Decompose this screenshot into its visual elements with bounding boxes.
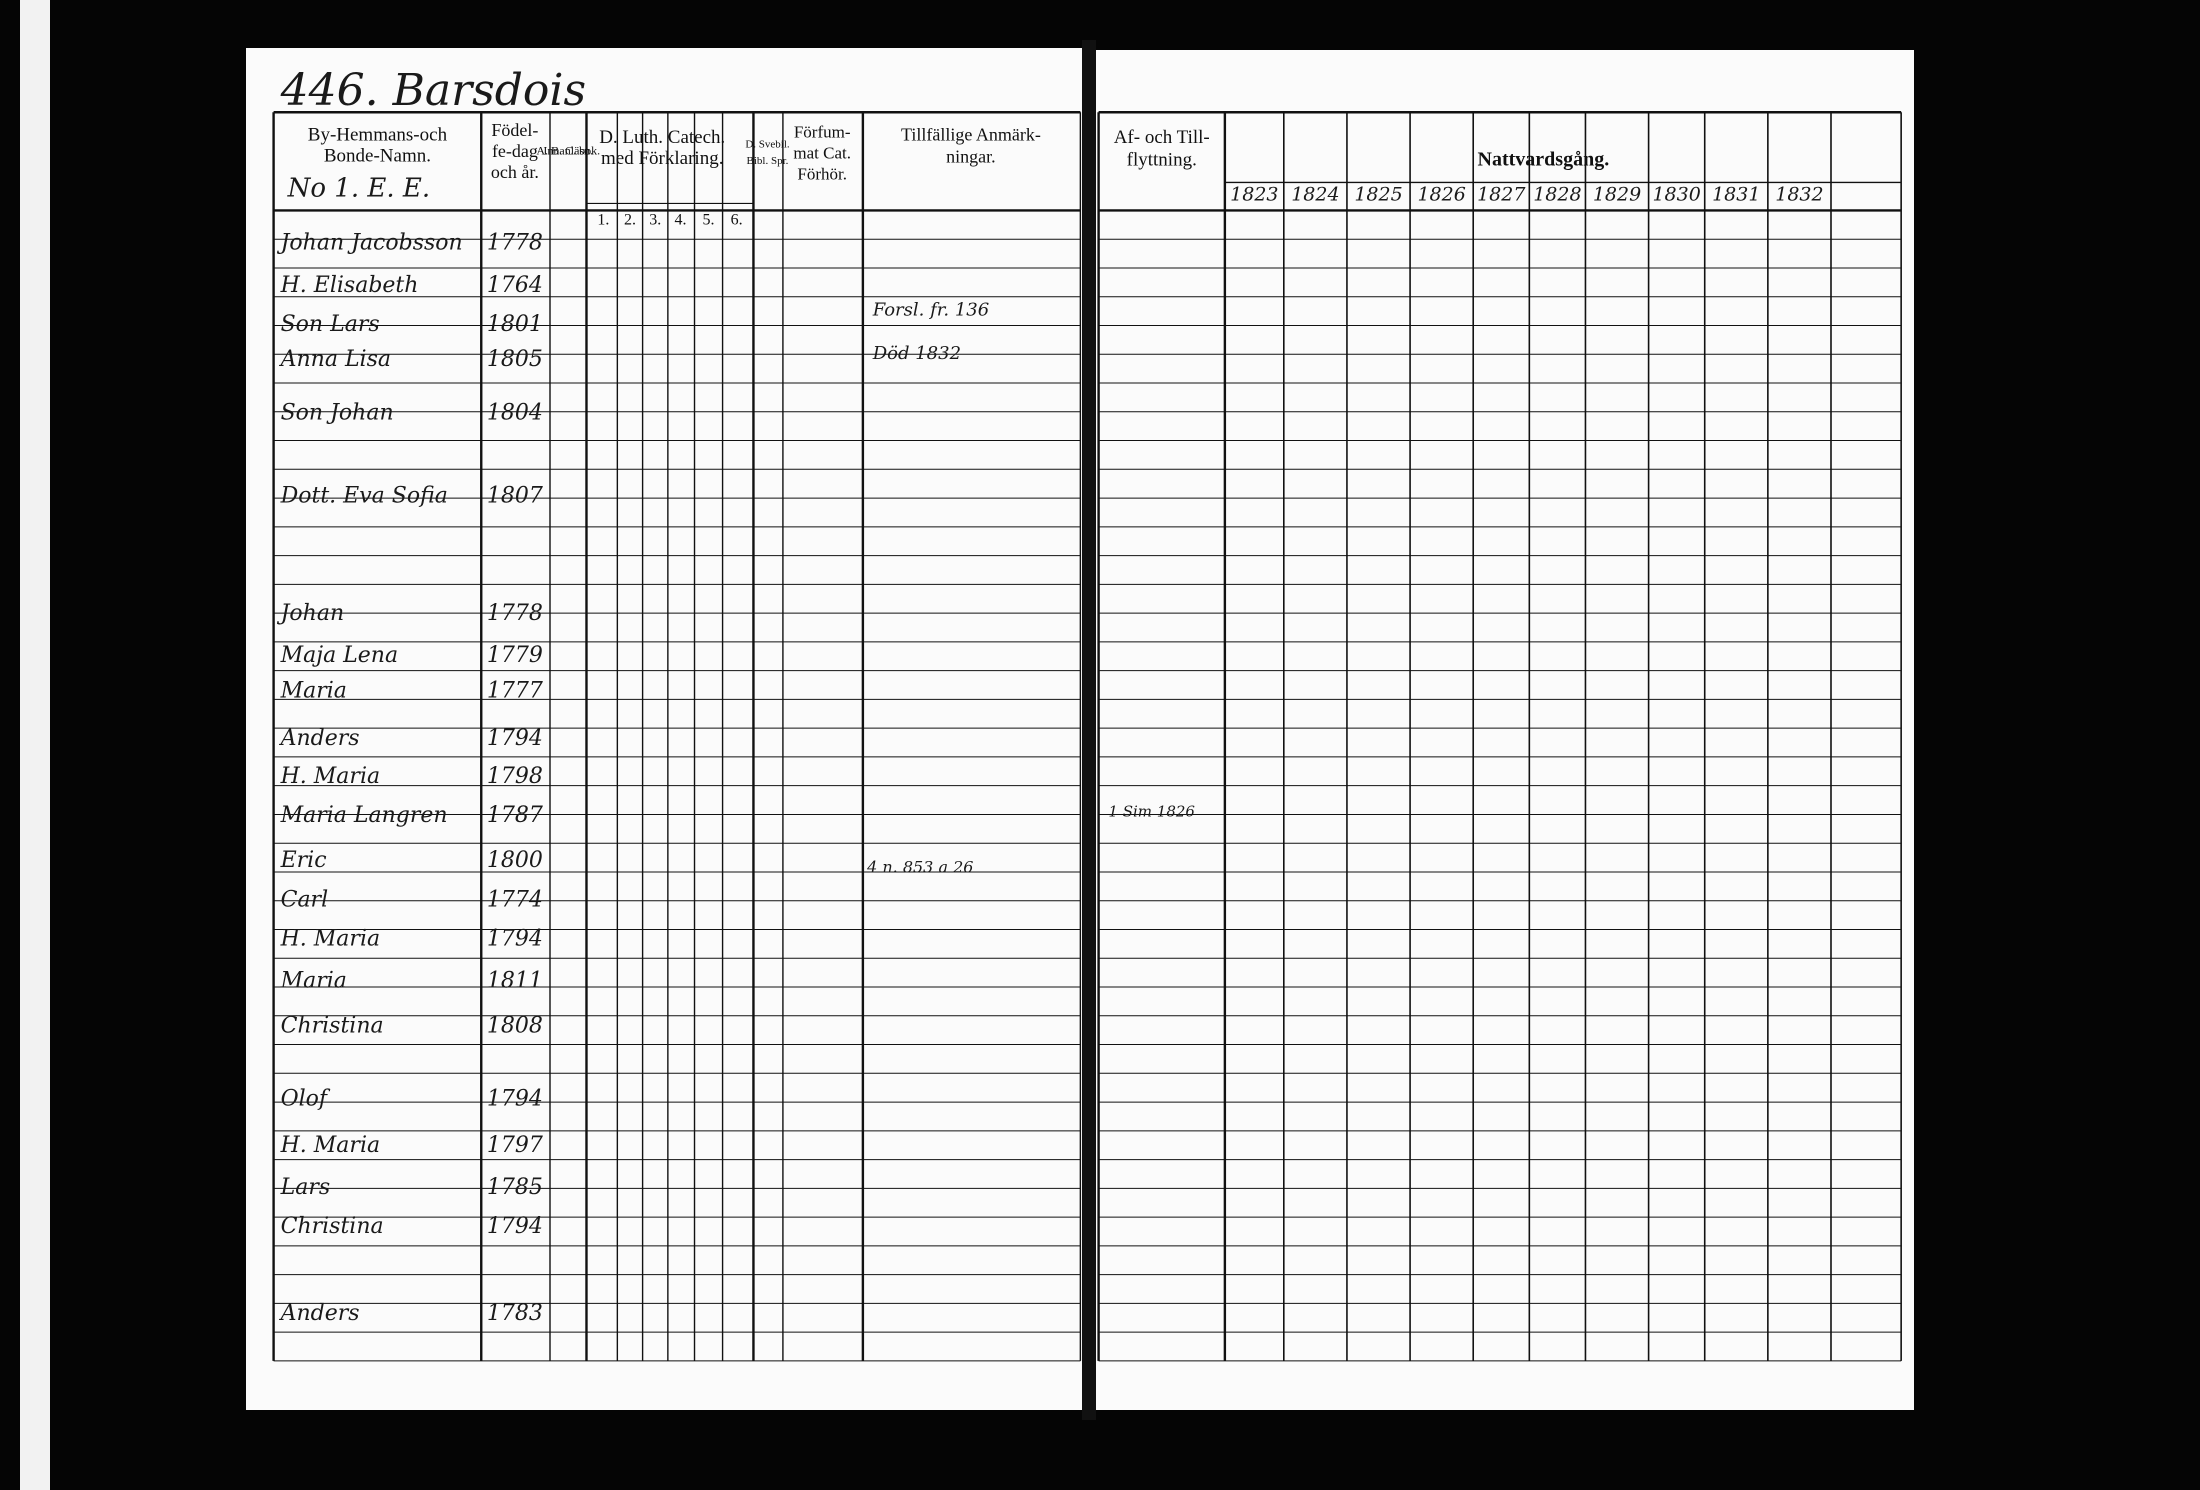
luth-subcolumn: 6. (731, 211, 743, 228)
entry-born: 1787 (487, 803, 543, 828)
forfumat-header: Förhör. (797, 165, 847, 184)
forfumat-header: mat Cat. (793, 144, 851, 163)
abc-header: A. B. C. bok. (536, 143, 600, 157)
communion-year: 1823 (1230, 184, 1278, 206)
communion-year: 1827 (1477, 184, 1526, 206)
forfumat-header: Förfum- (794, 122, 851, 141)
entry-born: 1797 (487, 1133, 543, 1158)
entry-name: Maria Langren (280, 803, 448, 828)
entry-name: H. Maria (280, 927, 380, 952)
birth-header: och år. (491, 162, 539, 182)
entry-born: 1794 (487, 927, 543, 952)
birth-header: fe-dag (492, 141, 538, 161)
entry-born: 1778 (487, 601, 543, 626)
page-heading: 446. Barsdois (280, 65, 586, 116)
communion-year: 1831 (1712, 184, 1760, 206)
entry-name: H. Maria (280, 1133, 380, 1158)
entry-name: Christina (281, 1214, 384, 1239)
entry-born: 1794 (487, 1214, 543, 1239)
entry-name: Anders (279, 1301, 360, 1326)
entry-name: Olof (281, 1087, 331, 1112)
entry-name: Anders (279, 726, 360, 751)
bibl-header: Bibl. Spr. (747, 155, 789, 167)
remark: Död 1832 (872, 343, 961, 364)
communion-year: 1830 (1652, 184, 1700, 206)
communion-year: 1825 (1354, 184, 1402, 206)
entry-name: Eric (280, 848, 327, 873)
gutter (1082, 40, 1096, 1420)
luth-subcolumn: 3. (649, 211, 661, 228)
remarks-header: ningar. (946, 147, 996, 167)
remark: Forsl. fr. 136 (872, 300, 989, 321)
sub-heading: No 1. E. E. (287, 173, 431, 203)
entry-born: 1794 (487, 726, 543, 751)
name-header: Bonde-Namn. (324, 145, 431, 166)
entry-born: 1785 (487, 1175, 543, 1200)
entry-born: 1798 (487, 764, 543, 789)
entry-name: Dott. Eva Sofia (280, 483, 448, 508)
entry-born: 1811 (487, 969, 543, 994)
moving-header: Af- och Till- (1114, 127, 1210, 148)
entry-born: 1794 (487, 1087, 543, 1112)
luth-subcolumn: 5. (703, 211, 715, 228)
luth-subcolumn: 2. (624, 211, 636, 228)
entry-name: Lars (280, 1175, 331, 1200)
entry-born: 1764 (487, 273, 543, 298)
luth-header: med Förklaring. (601, 148, 723, 169)
left-page (246, 48, 1088, 1410)
entry-name: Anna Lisa (279, 347, 391, 372)
moving-header: flyttning. (1127, 150, 1197, 171)
birth-header: Födel- (491, 120, 538, 140)
entry-born: 1783 (487, 1301, 543, 1326)
communion-year: 1829 (1593, 184, 1641, 206)
entry-name: H. Elisabeth (280, 273, 419, 298)
communion-year: 1828 (1533, 184, 1581, 206)
entry-born: 1805 (487, 347, 543, 372)
entry-born: 1777 (487, 678, 543, 703)
entry-name: Maria (280, 678, 347, 703)
entry-name: Christina (281, 1014, 384, 1039)
entry-name: Maria (280, 969, 347, 994)
entry-born: 1808 (487, 1014, 543, 1039)
moving-note: 1 Sim 1826 (1108, 803, 1195, 821)
communion-year: 1832 (1775, 184, 1823, 206)
remarks-header: Tillfällige Anmärk- (901, 124, 1041, 144)
remark: 4 n. 853 a 26 (866, 858, 973, 877)
communion-year: 1824 (1291, 184, 1339, 206)
entry-name: Carl (281, 887, 329, 912)
luth-subcolumn: 1. (597, 211, 609, 228)
entry-name: Maja Lena (280, 643, 399, 668)
entry-born: 1779 (487, 643, 543, 668)
luth-subcolumn: 4. (674, 211, 686, 228)
entry-born: 1774 (487, 887, 543, 912)
luth-header: D. Luth. Catech. (599, 127, 725, 148)
entry-name: H. Maria (280, 764, 380, 789)
entry-born: 1778 (487, 231, 543, 256)
name-header: By-Hemmans-och (308, 124, 448, 145)
entry-born: 1800 (487, 848, 543, 873)
abc-header: Innanläsn. (543, 143, 593, 157)
entry-born: 1807 (487, 483, 543, 508)
communion-year: 1826 (1417, 184, 1465, 206)
bibl-header: D. Svebil. (745, 138, 790, 150)
entry-name: Johan (277, 601, 345, 626)
entry-name: Johan Jacobsson (277, 231, 463, 256)
entry-born: 1801 (487, 312, 543, 337)
edge-strip (20, 0, 50, 1490)
entry-name: Son Johan (281, 401, 394, 426)
entry-name: Son Lars (281, 312, 380, 337)
communion-header: Nattvardsgång. (1478, 149, 1610, 171)
entry-born: 1804 (487, 401, 543, 426)
right-page (1094, 50, 1914, 1410)
